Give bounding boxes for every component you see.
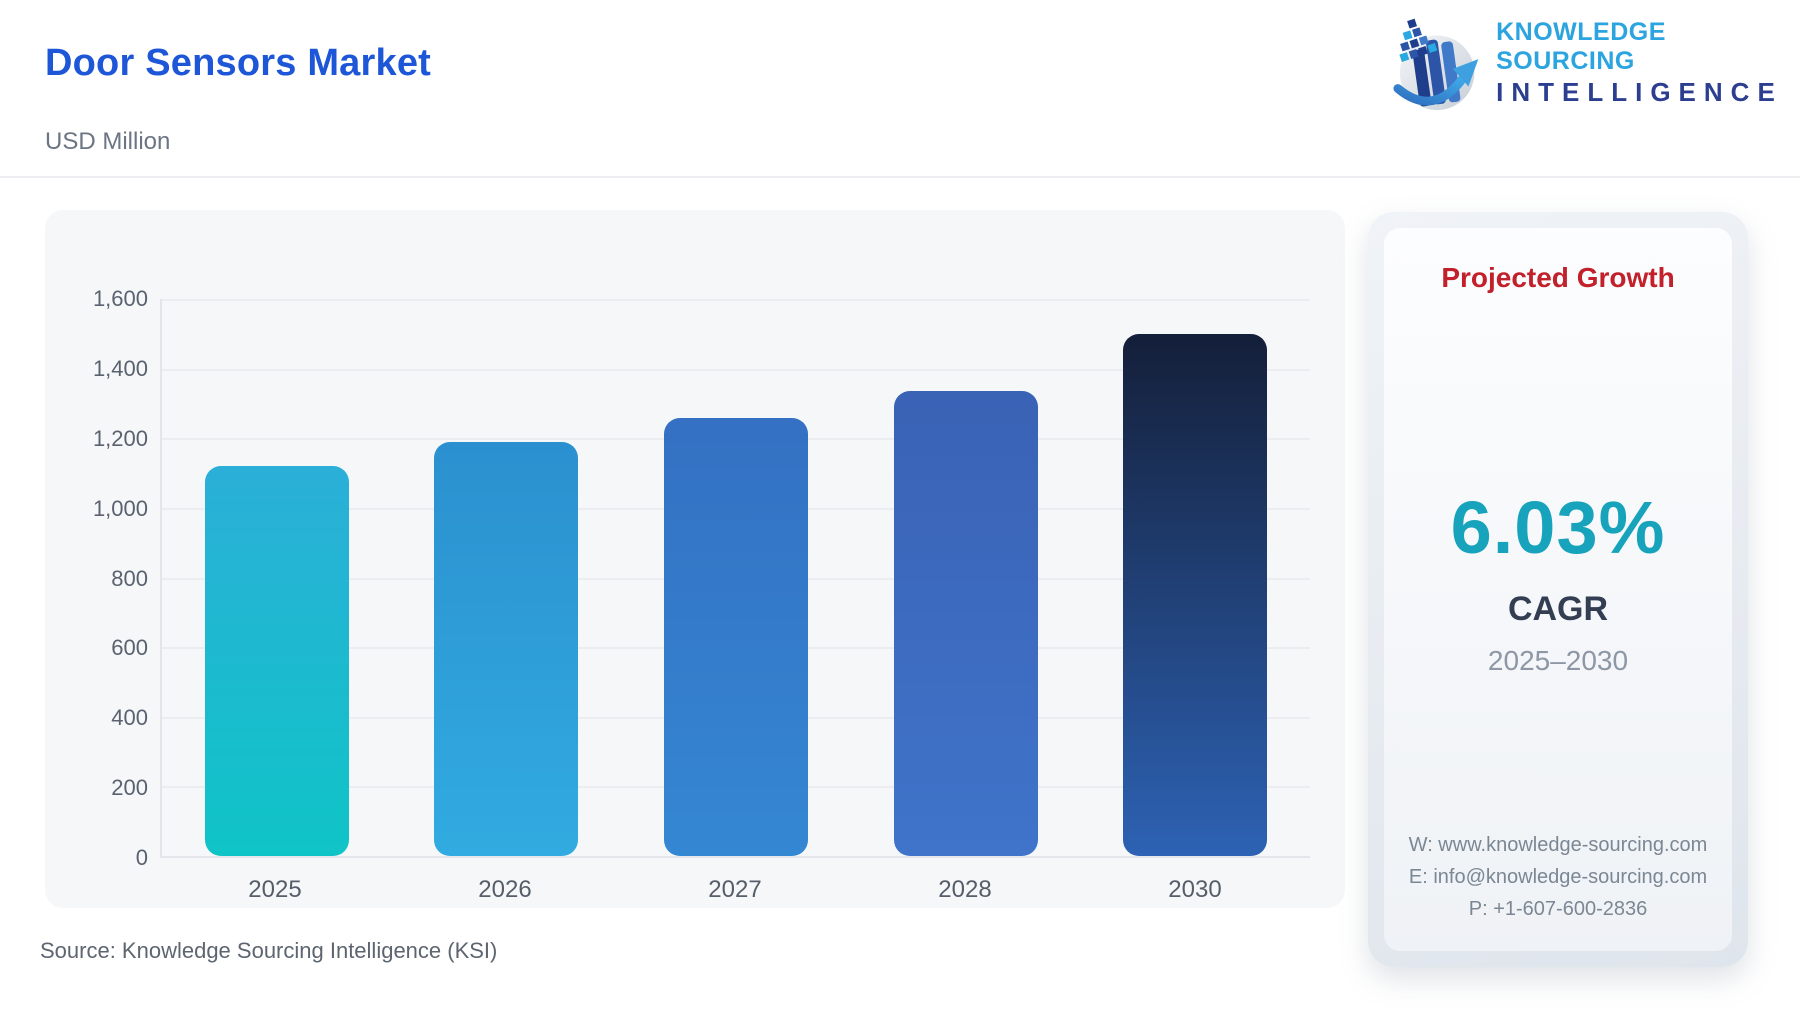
bar-slot: [162, 299, 392, 856]
x-tick-label: 2026: [478, 876, 532, 903]
bar-2025: [204, 466, 349, 856]
x-tick-label: 2027: [708, 876, 762, 903]
panel-title: Projected Growth: [1441, 262, 1675, 293]
y-tick-label: 1,600: [92, 286, 148, 311]
bar-2028: [893, 391, 1038, 856]
header-divider: [0, 176, 1800, 178]
x-tick-label: 2028: [938, 876, 992, 903]
bar-slot: [621, 299, 851, 856]
page-title: Door Sensors Market: [45, 42, 432, 84]
bar-2030: [1123, 333, 1268, 856]
cagr-period: 2025–2030: [1487, 644, 1629, 676]
logo-text: KNOWLEDGE SOURCING INTELLIGENCE: [1496, 18, 1800, 108]
source-note: Source: Knowledge Sourcing Intelligence …: [40, 938, 498, 963]
bar-2026: [434, 442, 579, 856]
x-tick-label: 2030: [1168, 876, 1222, 903]
y-tick-label: 0: [135, 845, 148, 870]
bars-container: [162, 299, 1310, 856]
y-tick-label: 1,400: [92, 355, 148, 381]
contact-block: W: www.knowledge-sourcing.com E: info@kn…: [1409, 829, 1708, 925]
logo-text-line1: KNOWLEDGE SOURCING: [1496, 17, 1666, 75]
contact-website: W: www.knowledge-sourcing.com: [1408, 834, 1708, 856]
cagr-value: 6.03%: [1450, 485, 1666, 569]
y-tick-label: 600: [111, 635, 148, 661]
gridline: [162, 368, 1310, 371]
bar-slot: [1080, 299, 1310, 856]
logo-text-line2: INTELLIGENCE: [1496, 77, 1783, 108]
y-tick-label: 1,000: [92, 495, 148, 521]
y-axis: 1,600 1,400 1,200 1,000 800 600 400 200 0: [45, 286, 148, 870]
bar-slot: [392, 299, 622, 856]
bar-2027: [663, 417, 808, 856]
bar-slot: [851, 299, 1081, 856]
logo-globe-icon: [1393, 18, 1479, 111]
y-tick-label: 1,200: [92, 425, 148, 451]
y-tick-label: 800: [111, 565, 148, 591]
projected-growth-panel: Projected Growth 6.03% CAGR 2025–2030 W:…: [1368, 212, 1748, 967]
cagr-label: CAGR: [1507, 589, 1609, 628]
y-tick-label: 200: [111, 775, 148, 801]
chart-card: 1,600 1,400 1,200 1,000 800 600 400 200 0 2025 20…: [45, 210, 1345, 908]
contact-email: E: info@knowledge-sourcing.com: [1408, 866, 1708, 888]
contact-phone: P: +1-607-600-2836: [1468, 898, 1648, 920]
x-tick-label: 2025: [248, 876, 302, 903]
bar-chart-plot: [160, 299, 1310, 858]
gridline: [162, 299, 1310, 301]
chart-unit-label: USD Million: [45, 128, 171, 155]
projected-growth-card: Projected Growth 6.03% CAGR 2025–2030 W:…: [1384, 228, 1732, 951]
y-tick-label: 400: [111, 705, 148, 731]
x-axis: 2025 2026 2027 2028 2030: [160, 876, 1310, 904]
logo: KNOWLEDGE SOURCING INTELLIGENCE: [1390, 12, 1800, 114]
